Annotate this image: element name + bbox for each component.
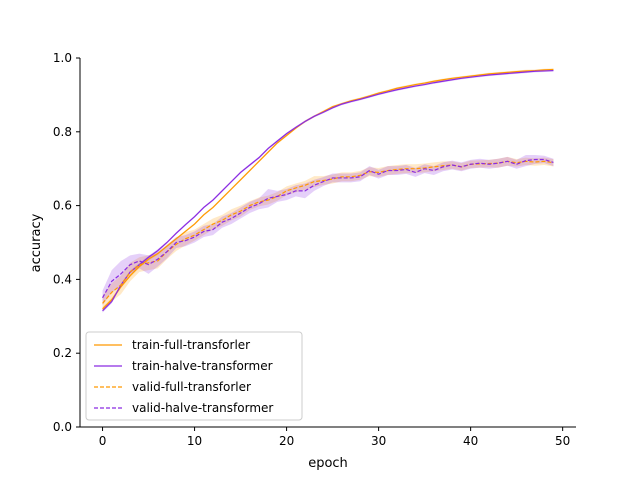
x-tick-label: 0 [99, 434, 107, 448]
y-tick-label: 0.2 [53, 346, 72, 360]
legend: train-full-transforler train-halve-transf… [85, 331, 303, 421]
legend-label: train-full-transforler [132, 338, 250, 352]
series-band-train-full-transforler [102, 68, 554, 311]
y-tick-label: 1.0 [53, 51, 72, 65]
legend-label: valid-full-transforler [132, 380, 251, 394]
series-band-valid-full-transforler [102, 156, 554, 311]
x-tick-label: 50 [555, 434, 570, 448]
axes [79, 58, 576, 428]
legend-box [85, 331, 303, 421]
x-tick-label: 30 [371, 434, 386, 448]
x-axis-label: epoch [308, 456, 348, 471]
x-tick-label: 20 [279, 434, 294, 448]
series-line-valid-halve-transformer [102, 158, 554, 299]
y-ticks: 0.0 0.2 0.4 0.6 0.8 1.0 [53, 51, 80, 434]
y-tick-label: 0.6 [53, 199, 72, 213]
bands-layer [102, 68, 554, 313]
series-band-train-halve-transformer [102, 69, 554, 313]
x-tick-label: 40 [463, 434, 478, 448]
y-axis-label: accuracy [29, 213, 44, 272]
legend-label: valid-halve-transformer [132, 401, 273, 415]
legend-label: train-halve-transformer [132, 359, 273, 373]
series-line-train-full-transforler [102, 68, 554, 310]
y-tick-label: 0.4 [53, 272, 72, 286]
series-band-valid-halve-transformer [102, 155, 554, 306]
y-tick-label: 0.8 [53, 125, 72, 139]
series-line-valid-full-transforler [102, 160, 554, 304]
series-line-train-halve-transformer [102, 69, 554, 312]
y-tick-label: 0.0 [53, 420, 72, 434]
x-tick-label: 10 [187, 434, 202, 448]
x-ticks: 0 10 20 30 40 50 [99, 427, 570, 448]
lines-layer [102, 68, 554, 312]
